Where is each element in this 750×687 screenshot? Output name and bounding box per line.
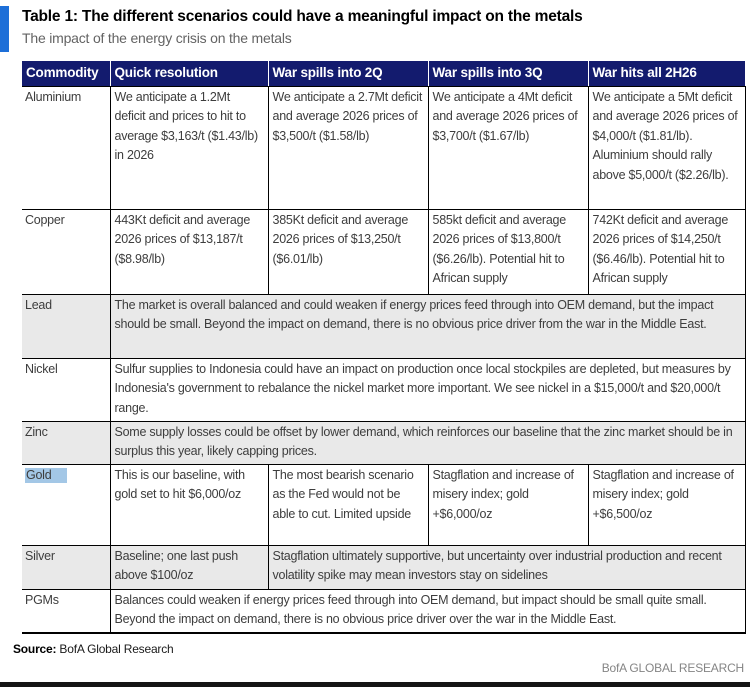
cell-silver-war-scenarios: Stagflation ultimately supportive, but u… (267, 544, 746, 590)
table-row-lead: Lead The market is overall balanced and … (22, 293, 746, 359)
commodity-silver: Silver (22, 544, 111, 590)
col-header-war-spills-2q: War spills into 2Q (267, 61, 428, 87)
cell-zinc-all-scenarios: Some supply losses could be offset by lo… (109, 420, 746, 465)
cell-gold-war-2q: The most bearish scenario as the Fed wou… (267, 463, 429, 546)
cell-aluminium-war-3q: We anticipate a 4Mt deficit and average … (427, 85, 589, 210)
col-header-war-spills-3q: War spills into 3Q (427, 61, 588, 87)
commodity-lead: Lead (22, 293, 111, 359)
table-row-aluminium: Aluminium We anticipate a 1.2Mt deficit … (22, 85, 746, 210)
cell-copper-war-2q: 385Kt deficit and average 2026 prices of… (267, 208, 429, 295)
cell-aluminium-quick-resolution: We anticipate a 1.2Mt deficit and prices… (109, 85, 269, 210)
title-accent-bar (0, 6, 9, 52)
bottom-bar (0, 682, 750, 687)
table-row-gold: Gold This is our baseline, with gold set… (22, 463, 746, 546)
cell-gold-war-3q: Stagflation and increase of misery index… (427, 463, 589, 546)
commodity-zinc: Zinc (22, 420, 111, 465)
gold-selection-highlight: Gold (25, 467, 68, 483)
table-row-zinc: Zinc Some supply losses could be offset … (22, 420, 746, 465)
cell-aluminium-war-2q: We anticipate a 2.7Mt deficit and averag… (267, 85, 429, 210)
footer-brand: BofA GLOBAL RESEARCH (601, 661, 744, 675)
cell-aluminium-war-2h26: We anticipate a 5Mt deficit and average … (587, 85, 746, 210)
table-row-pgms: PGMs Balances could weaken if energy pri… (22, 588, 746, 634)
col-header-quick-resolution: Quick resolution (109, 61, 268, 87)
title-block: Table 1: The different scenarios could h… (0, 0, 750, 52)
table-subtitle: The impact of the energy crisis on the m… (22, 30, 292, 46)
source-label: Source: (13, 641, 57, 656)
table-row-nickel: Nickel Sulfur supplies to Indonesia coul… (22, 357, 746, 422)
cell-pgms-all-scenarios: Balances could weaken if energy prices f… (109, 588, 746, 634)
cell-gold-war-2h26: Stagflation and increase of misery index… (587, 463, 746, 546)
header-row: Commodity Quick resolution War spills in… (22, 61, 745, 87)
cell-lead-all-scenarios: The market is overall balanced and could… (109, 293, 746, 359)
cell-copper-war-3q: 585kt deficit and average 2026 prices of… (427, 208, 589, 295)
commodity-aluminium: Aluminium (22, 85, 111, 210)
table-row-silver: Silver Baseline; one last push above $10… (22, 544, 746, 590)
commodity-pgms: PGMs (22, 588, 111, 634)
table-row-copper: Copper 443Kt deficit and average 2026 pr… (22, 208, 746, 295)
commodity-nickel: Nickel (22, 357, 111, 422)
source-text: BofA Global Research (59, 641, 174, 656)
cell-silver-quick-resolution: Baseline; one last push above $100/oz (109, 544, 269, 590)
cell-copper-war-2h26: 742Kt deficit and average 2026 prices of… (587, 208, 746, 295)
cell-nickel-all-scenarios: Sulfur supplies to Indonesia could have … (109, 357, 746, 422)
commodity-copper: Copper (22, 208, 111, 295)
commodity-gold: Gold (22, 463, 111, 546)
table-title: Table 1: The different scenarios could h… (22, 8, 583, 25)
col-header-commodity: Commodity (22, 61, 110, 87)
cell-copper-quick-resolution: 443Kt deficit and average 2026 prices of… (109, 208, 269, 295)
metals-scenarios-table: Commodity Quick resolution War spills in… (22, 61, 746, 634)
col-header-war-hits-2h26: War hits all 2H26 (587, 61, 745, 87)
source-line: Source: BofA Global Research (13, 642, 750, 656)
cell-gold-quick-resolution: This is our baseline, with gold set to h… (109, 463, 269, 546)
